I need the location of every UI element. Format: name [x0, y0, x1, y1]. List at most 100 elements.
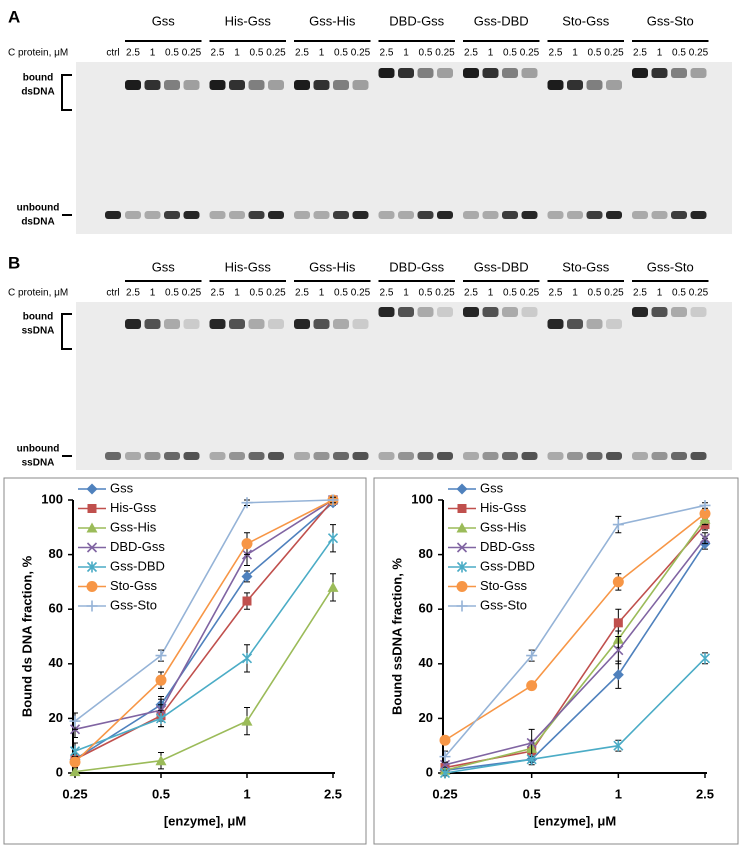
- lane-label: 2.5: [295, 48, 309, 59]
- lane-label: 2.5: [464, 48, 478, 59]
- series-line: [444, 513, 706, 741]
- gel-band: [333, 80, 349, 90]
- gel-band: [632, 68, 648, 78]
- group-label: Gss-Sto: [647, 259, 694, 274]
- marker: [456, 600, 468, 612]
- gel-band: [352, 319, 369, 329]
- lane-label: 0.25: [435, 288, 455, 299]
- band-label: unbound: [17, 444, 60, 455]
- x-axis-label: [enzyme], μM: [164, 813, 246, 828]
- gel-band: [651, 211, 668, 219]
- legend-label: DBD-Gss: [110, 539, 165, 554]
- lane-label: 0.5: [588, 48, 602, 59]
- marker: [241, 497, 253, 509]
- y-tick-label: 20: [49, 710, 63, 725]
- lane-label: 0.25: [182, 48, 202, 59]
- marker: [86, 522, 98, 533]
- legend-label: Sto-Gss: [110, 578, 157, 593]
- marker: [241, 570, 253, 582]
- gel-band: [313, 80, 330, 90]
- group-label: DBD-Gss: [389, 13, 444, 28]
- marker: [456, 483, 468, 495]
- marker: [241, 538, 253, 550]
- lane-label: 0.25: [604, 288, 624, 299]
- series-line: [74, 537, 334, 752]
- lane-label: 1: [488, 288, 494, 299]
- legend-label: Sto-Gss: [480, 578, 527, 593]
- x-tick-label: 0.25: [62, 786, 87, 801]
- lane-label: 0.25: [689, 288, 709, 299]
- gel-image: [76, 62, 732, 234]
- gel-band: [313, 452, 330, 460]
- series-line: [444, 537, 706, 766]
- lane-label: ctrl: [106, 288, 119, 299]
- lane-label: 2.5: [211, 288, 225, 299]
- marker: [613, 740, 624, 752]
- gel-band: [125, 80, 141, 90]
- gel-band: [164, 452, 180, 460]
- gel-band: [294, 211, 310, 219]
- legend-label: Gss-His: [110, 519, 157, 534]
- gel-band: [567, 452, 583, 460]
- gel-band: [144, 319, 161, 329]
- gel-band: [333, 211, 349, 219]
- marker: [456, 522, 468, 533]
- row-label: C protein, μM: [8, 48, 68, 59]
- series-line: [74, 586, 334, 773]
- chart-frame: [373, 477, 739, 845]
- gel-band: [144, 211, 161, 219]
- gel-band: [378, 307, 395, 317]
- gel-band: [437, 307, 453, 317]
- lane-label: 1: [572, 288, 578, 299]
- gel-band: [671, 211, 687, 219]
- marker: [86, 542, 98, 553]
- gel-band: [690, 211, 707, 219]
- band-label: ssDNA: [22, 326, 55, 337]
- gel-band: [502, 211, 518, 219]
- lane-label: 1: [657, 48, 663, 59]
- lane-label: 1: [572, 48, 578, 59]
- lane-label: 0.5: [672, 288, 686, 299]
- marker: [155, 674, 167, 686]
- legend-label: Gss: [480, 480, 504, 495]
- y-tick-label: 80: [49, 546, 63, 561]
- gel-band: [463, 307, 479, 317]
- lane-label: 1: [403, 288, 409, 299]
- group-label: Gss: [152, 13, 176, 28]
- marker: [69, 745, 81, 757]
- gel-band: [164, 211, 180, 219]
- lane-label: 0.5: [165, 288, 179, 299]
- gel-band: [606, 211, 622, 219]
- gel-image: [76, 302, 732, 470]
- gel-band: [586, 452, 603, 460]
- group-label: Gss-Sto: [647, 13, 694, 28]
- gel-band: [248, 319, 265, 329]
- lane-label: 1: [488, 48, 494, 59]
- marker: [86, 600, 98, 612]
- marker: [699, 499, 711, 511]
- legend-label: Gss-DBD: [110, 558, 165, 573]
- y-axis-label: Bound ds DNA fraction, %: [19, 555, 34, 717]
- gel-band: [125, 211, 141, 219]
- band-label: dsDNA: [21, 217, 54, 228]
- y-tick-label: 0: [56, 764, 63, 779]
- marker: [241, 715, 253, 726]
- marker: [526, 737, 537, 749]
- marker: [86, 483, 98, 495]
- series-line: [74, 499, 334, 761]
- gel-band: [521, 211, 538, 219]
- gel-band: [651, 307, 668, 317]
- x-tick-label: 1: [243, 786, 250, 801]
- gel-band: [482, 307, 499, 317]
- marker: [526, 650, 538, 662]
- gel-band: [248, 452, 265, 460]
- gel-band: [502, 68, 518, 78]
- legend-label: DBD-Gss: [480, 539, 535, 554]
- lane-label: 0.5: [503, 48, 517, 59]
- legend-label: Gss-His: [480, 519, 527, 534]
- lane-label: 0.25: [604, 48, 624, 59]
- gel-band: [521, 68, 538, 78]
- gel-band: [229, 211, 245, 219]
- gel-band: [378, 452, 395, 460]
